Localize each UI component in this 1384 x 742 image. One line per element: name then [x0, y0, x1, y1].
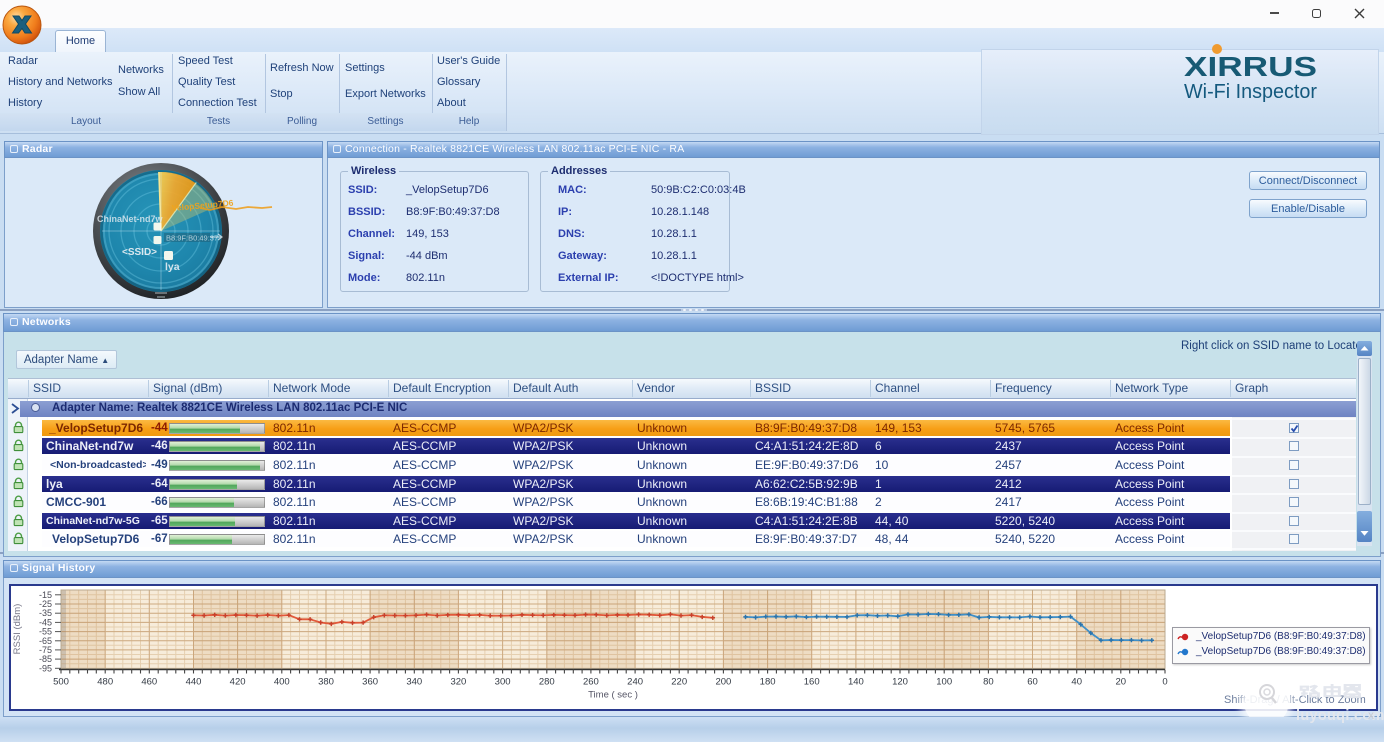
svg-text:260: 260: [583, 677, 599, 688]
svg-text:Time ( sec ): Time ( sec ): [588, 690, 638, 701]
svg-text:XIRRUS: XIRRUS: [1184, 51, 1317, 82]
svg-text:320: 320: [450, 677, 466, 688]
svg-text:440: 440: [186, 677, 202, 688]
svg-text:-35: -35: [39, 608, 52, 618]
svg-text:-55: -55: [39, 627, 52, 637]
svg-text:-95: -95: [39, 663, 52, 673]
svg-text:<SSID>: <SSID>: [122, 247, 157, 258]
svg-text:360: 360: [362, 677, 378, 688]
svg-text:-25: -25: [39, 599, 52, 609]
svg-text:420: 420: [230, 677, 246, 688]
svg-text:-45: -45: [39, 617, 52, 627]
svg-text:-15: -15: [39, 590, 52, 600]
svg-text:400: 400: [274, 677, 290, 688]
svg-text:40: 40: [1071, 677, 1082, 688]
svg-text:-65: -65: [39, 636, 52, 646]
svg-text:480: 480: [97, 677, 113, 688]
svg-text:120: 120: [892, 677, 908, 688]
svg-text:ChinaNet-nd7w: ChinaNet-nd7w: [97, 214, 164, 224]
svg-text:340: 340: [406, 677, 422, 688]
svg-text:460: 460: [141, 677, 157, 688]
svg-text:100: 100: [936, 677, 952, 688]
svg-text:-75: -75: [39, 645, 52, 655]
svg-text:RSSI (dBm): RSSI (dBm): [12, 604, 23, 655]
svg-text:380: 380: [318, 677, 334, 688]
svg-text:240: 240: [627, 677, 643, 688]
svg-text:20: 20: [1116, 677, 1127, 688]
svg-text:200: 200: [715, 677, 731, 688]
svg-text:300: 300: [495, 677, 511, 688]
svg-text:0: 0: [1162, 677, 1167, 688]
svg-text:160: 160: [804, 677, 820, 688]
svg-text:180: 180: [760, 677, 776, 688]
svg-text:lya: lya: [165, 261, 180, 273]
svg-text:B8:9F:B0:49:37: B8:9F:B0:49:37: [166, 234, 218, 243]
svg-text:Wi-Fi Inspector: Wi-Fi Inspector: [1184, 81, 1317, 102]
svg-text:280: 280: [539, 677, 555, 688]
svg-text:220: 220: [671, 677, 687, 688]
svg-text:80: 80: [983, 677, 994, 688]
svg-text:60: 60: [1027, 677, 1038, 688]
svg-text:-85: -85: [39, 654, 52, 664]
svg-text:500: 500: [53, 677, 69, 688]
svg-text:140: 140: [848, 677, 864, 688]
